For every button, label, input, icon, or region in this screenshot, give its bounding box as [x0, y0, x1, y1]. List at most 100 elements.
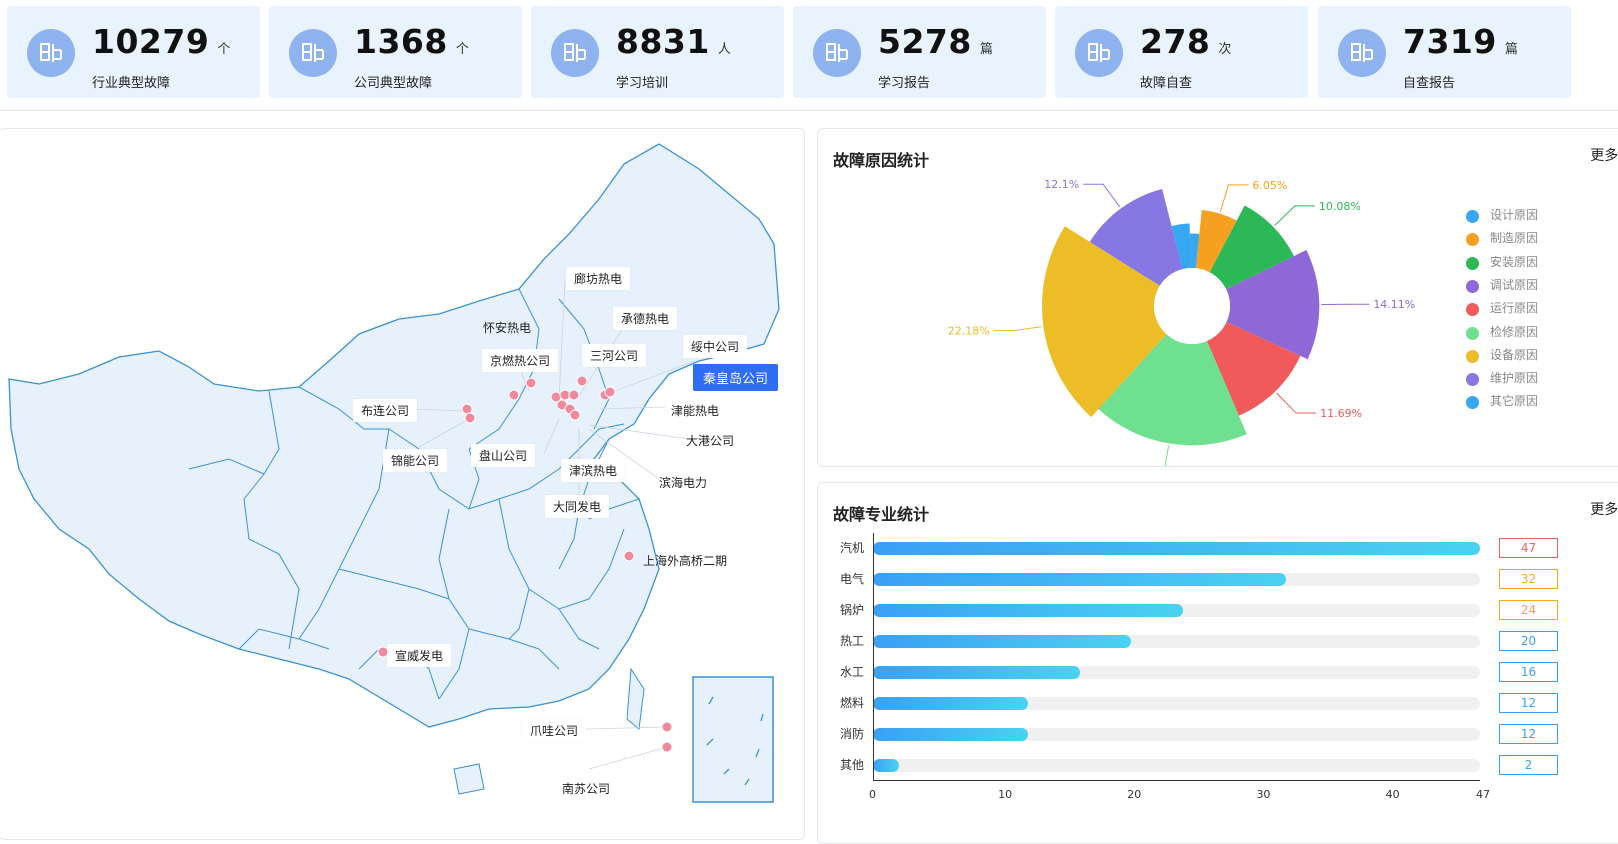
map-label[interactable]: 津滨热电 — [561, 459, 625, 482]
map-label[interactable]: 锦能公司 — [383, 449, 447, 472]
value-label: 6.05% — [1252, 179, 1287, 192]
tick-label: 20 — [1127, 788, 1141, 801]
bar[interactable] — [873, 604, 1183, 617]
bar-track — [873, 728, 1480, 741]
value-label: 14.11% — [1373, 298, 1415, 311]
leader-line — [1083, 184, 1120, 207]
value-label: 12.1% — [1044, 178, 1079, 191]
map-label[interactable]: 大同发电 — [545, 495, 609, 518]
bar-row: 热工 20 — [818, 629, 1618, 653]
stat-unit: 篇 — [980, 42, 993, 57]
value-badge: 32 — [1499, 569, 1558, 589]
map-label[interactable]: 津能热电 — [663, 399, 727, 422]
map-label[interactable]: 布连公司 — [353, 399, 417, 422]
bar[interactable] — [873, 728, 1028, 741]
map-label[interactable]: 绥中公司 — [683, 335, 747, 358]
legend-label: 检修原因 — [1490, 324, 1538, 340]
map-label[interactable]: 上海外高桥二期 — [635, 549, 735, 572]
bar[interactable] — [873, 542, 1480, 555]
bar-track — [873, 666, 1480, 679]
bar-category: 锅炉 — [840, 601, 864, 618]
map-panel: 廊坊热电怀安热电 承德热电京燃热公司 三河公司 绥中公司秦皇岛公司布连公司 津能热电大港… — [0, 128, 805, 840]
legend-label: 运行原因 — [1490, 300, 1538, 316]
value-badge: 24 — [1499, 600, 1558, 620]
bar[interactable] — [873, 666, 1080, 679]
legend-label: 其它原因 — [1490, 393, 1538, 409]
legend-dot — [1466, 396, 1479, 409]
legend-label: 维护原因 — [1490, 370, 1538, 386]
divider — [0, 110, 1618, 111]
legend-label: 调试原因 — [1490, 277, 1538, 293]
map-label[interactable]: 承德热电 — [613, 307, 677, 330]
tick-label: 30 — [1256, 788, 1270, 801]
stat-unit: 人 — [718, 42, 731, 57]
panel-title: 故障专业统计 — [833, 501, 929, 525]
bar[interactable] — [873, 759, 899, 772]
stat-label: 自查报告 — [1403, 72, 1455, 91]
bar-row: 锅炉 24 — [818, 598, 1618, 622]
map-label[interactable]: 廊坊热电 — [566, 267, 630, 290]
tick-label: 40 — [1386, 788, 1400, 801]
bar[interactable] — [873, 635, 1131, 648]
map-label[interactable]: 爪哇公司 — [522, 719, 586, 742]
value-badge: 20 — [1499, 631, 1558, 651]
bar-row: 汽机 47 — [818, 536, 1618, 560]
bar[interactable] — [873, 573, 1286, 586]
legend-dot — [1466, 303, 1479, 316]
value-label: 10.08% — [1319, 200, 1361, 213]
rose-hole — [1154, 268, 1230, 344]
map-label[interactable]: 盘山公司 — [471, 444, 535, 467]
map-label[interactable]: 滨海电力 — [651, 471, 715, 494]
map-label[interactable]: 秦皇岛公司 — [693, 364, 778, 391]
report-icon — [813, 29, 861, 77]
stat-label: 行业典型故障 — [92, 72, 170, 91]
map-label[interactable]: 怀安热电 — [475, 316, 539, 339]
value-label: 22.18% — [948, 325, 990, 338]
map-label[interactable]: 大港公司 — [678, 429, 742, 452]
legend-dot — [1466, 373, 1479, 386]
leader-line — [994, 327, 1042, 331]
value-badge: 47 — [1499, 538, 1558, 558]
bar-category: 汽机 — [840, 539, 864, 556]
bar-category: 电气 — [840, 570, 864, 587]
value-label: 11.69% — [1320, 407, 1362, 420]
bar-row: 电气 32 — [818, 567, 1618, 591]
map-label[interactable]: 三河公司 — [582, 344, 646, 367]
legend-dot — [1466, 280, 1479, 293]
tick-label: 10 — [998, 788, 1012, 801]
value-badge: 12 — [1499, 724, 1558, 744]
bar[interactable] — [873, 697, 1028, 710]
stat-unit: 个 — [456, 42, 469, 57]
legend-label: 制造原因 — [1490, 230, 1538, 246]
cause-panel: 故障原因统计 更多+ 6.05%10.08%14.11%11.69%18.15%… — [817, 128, 1618, 467]
map-label[interactable]: 宣威发电 — [387, 644, 451, 667]
y-axis — [873, 533, 874, 781]
more-link[interactable]: 更多+ — [1590, 499, 1618, 519]
legend-dot — [1466, 327, 1479, 340]
map-label[interactable]: 京燃热公司 — [482, 349, 558, 372]
legend-dot — [1466, 350, 1479, 363]
stat-label: 学习培训 — [616, 72, 668, 91]
stat-label: 公司典型故障 — [354, 72, 432, 91]
tick-label: 0 — [869, 788, 876, 801]
leader-line — [1277, 393, 1317, 413]
more-link[interactable]: 更多+ — [1590, 145, 1618, 165]
bar-track — [873, 573, 1480, 586]
bar-category: 热工 — [840, 632, 864, 649]
map-label[interactable]: 南苏公司 — [554, 777, 618, 800]
